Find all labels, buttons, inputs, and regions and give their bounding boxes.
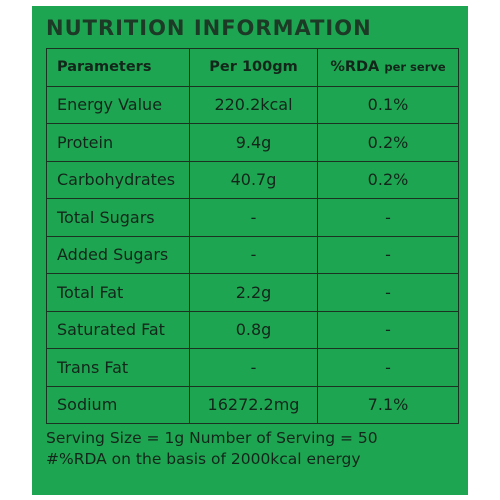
header-per-100gm: Per 100gm <box>189 48 318 87</box>
row-per-100: 0.8g <box>189 310 318 349</box>
row-per-100: 40.7g <box>189 160 318 199</box>
serving-info: Serving Size = 1g Number of Serving = 50 <box>46 429 378 447</box>
row-per-100: - <box>189 198 318 237</box>
table-row: Sodium 16272.2mg 7.1% <box>46 385 459 424</box>
row-rda: - <box>317 273 459 312</box>
table-row: Added Sugars - - <box>46 235 459 274</box>
row-per-100: 16272.2mg <box>189 385 318 424</box>
row-rda: - <box>317 348 459 387</box>
row-rda: 0.2% <box>317 160 459 199</box>
nutrition-panel: NUTRITION INFORMATION Parameters Per 100… <box>32 6 468 495</box>
table-row: Trans Fat - - <box>46 348 459 387</box>
row-per-100: 220.2kcal <box>189 85 318 124</box>
header-parameters: Parameters <box>46 48 190 87</box>
table-row: Saturated Fat 0.8g - <box>46 310 459 349</box>
row-name: Saturated Fat <box>46 310 190 349</box>
row-name: Total Fat <box>46 273 190 312</box>
row-rda: - <box>317 235 459 274</box>
header-row: Parameters Per 100gm %RDA per serve <box>46 48 459 87</box>
rda-basis-note: #%RDA on the basis of 2000kcal energy <box>46 450 361 468</box>
row-name: Trans Fat <box>46 348 190 387</box>
table-row: Protein 9.4g 0.2% <box>46 123 459 162</box>
header-rda: %RDA per serve <box>317 48 459 87</box>
row-rda: 0.2% <box>317 123 459 162</box>
table-row: Energy Value 220.2kcal 0.1% <box>46 85 459 124</box>
row-rda: 0.1% <box>317 85 459 124</box>
header-rda-main: %RDA <box>330 59 380 76</box>
nutrition-title: NUTRITION INFORMATION <box>46 16 372 40</box>
row-name: Energy Value <box>46 85 190 124</box>
row-per-100: - <box>189 235 318 274</box>
table-row: Total Sugars - - <box>46 198 459 237</box>
nutrition-table: Parameters Per 100gm %RDA per serve Ener… <box>46 48 459 424</box>
table-row: Total Fat 2.2g - <box>46 273 459 312</box>
row-rda: 7.1% <box>317 385 459 424</box>
row-rda: - <box>317 310 459 349</box>
row-per-100: 9.4g <box>189 123 318 162</box>
row-name: Total Sugars <box>46 198 190 237</box>
header-rda-sub: per serve <box>384 60 446 75</box>
row-name: Added Sugars <box>46 235 190 274</box>
table-row: Carbohydrates 40.7g 0.2% <box>46 160 459 199</box>
row-name: Sodium <box>46 385 190 424</box>
row-rda: - <box>317 198 459 237</box>
row-name: Carbohydrates <box>46 160 190 199</box>
row-per-100: 2.2g <box>189 273 318 312</box>
row-name: Protein <box>46 123 190 162</box>
row-per-100: - <box>189 348 318 387</box>
footer-notes: Serving Size = 1g Number of Serving = 50… <box>46 428 454 470</box>
